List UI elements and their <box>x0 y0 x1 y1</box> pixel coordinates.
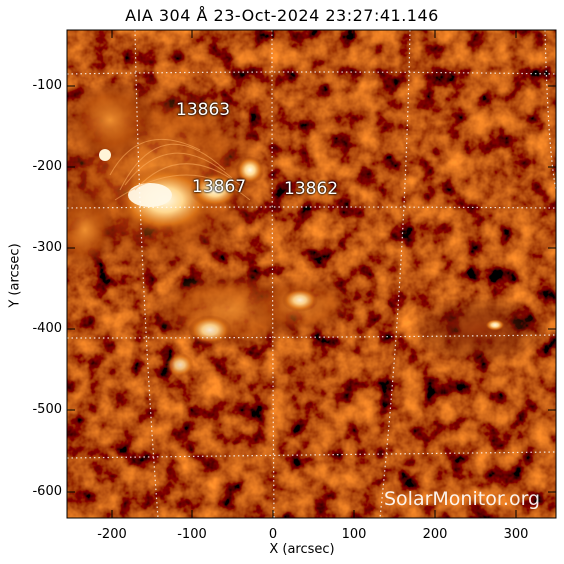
x-tick-label: 0 <box>268 527 278 542</box>
y-tick-label: -400 <box>32 321 62 336</box>
axis-ticks <box>67 30 556 518</box>
active-region-label: 13867 <box>192 177 247 197</box>
x-tick-label: 300 <box>503 527 529 542</box>
solar-image <box>67 30 556 518</box>
x-tick-label: -200 <box>97 527 127 542</box>
x-tick-label: 200 <box>422 527 448 542</box>
watermark: SolarMonitor.org <box>384 488 541 510</box>
y-tick-label: -500 <box>32 402 62 417</box>
y-tick-label: -200 <box>32 159 62 174</box>
active-region-label: 13862 <box>284 179 339 199</box>
y-tick-label: -300 <box>32 240 62 255</box>
y-tick-label: -600 <box>32 484 62 499</box>
x-axis-title: X (arcsec) <box>269 542 335 557</box>
plot-frame <box>66 29 557 519</box>
y-axis-title: Y (arcsec) <box>7 243 23 308</box>
active-region-label: 13863 <box>176 100 231 120</box>
x-tick-label: 100 <box>341 527 367 542</box>
image-title: AIA 304 Å 23-Oct-2024 23:27:41.146 <box>125 6 439 25</box>
x-tick-label: -100 <box>177 527 207 542</box>
y-tick-label: -100 <box>32 78 62 93</box>
